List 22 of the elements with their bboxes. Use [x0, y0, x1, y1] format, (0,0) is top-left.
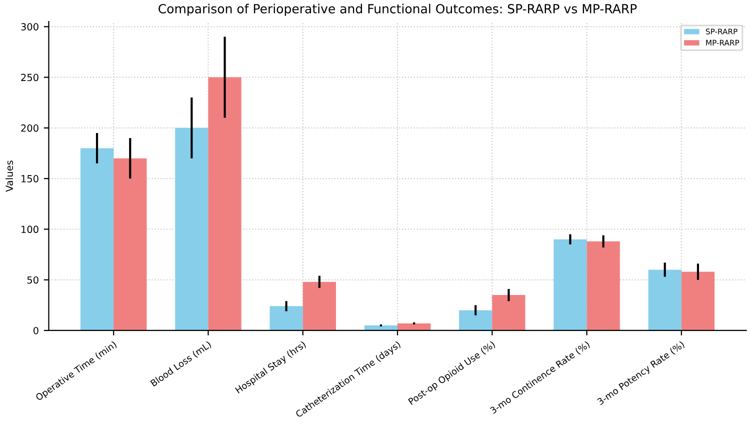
y-tick-label: 50	[27, 276, 38, 284]
bar	[270, 306, 303, 330]
y-tick-label: 100	[22, 226, 38, 234]
y-tick-label: 300	[21, 23, 38, 30]
bar	[175, 128, 208, 330]
bar	[492, 295, 526, 330]
bar	[459, 310, 492, 330]
y-axis-title: Values	[6, 160, 14, 192]
bar	[681, 272, 715, 330]
y-tick-label: 250	[21, 74, 38, 82]
y-tick-label: 150	[22, 175, 38, 182]
bar	[554, 239, 587, 330]
bar	[114, 158, 147, 330]
bar	[302, 282, 336, 330]
y-tick-label: 0	[33, 326, 38, 334]
bar	[398, 323, 431, 330]
bar	[586, 241, 620, 330]
bar	[80, 148, 114, 330]
y-tick-label: 200	[21, 124, 38, 132]
bar	[648, 270, 682, 330]
chart-title: Comparison of Perioperative and Functional Outcomes: SP-RARP vs MP-RARP	[158, 4, 637, 16]
bar	[208, 77, 242, 330]
